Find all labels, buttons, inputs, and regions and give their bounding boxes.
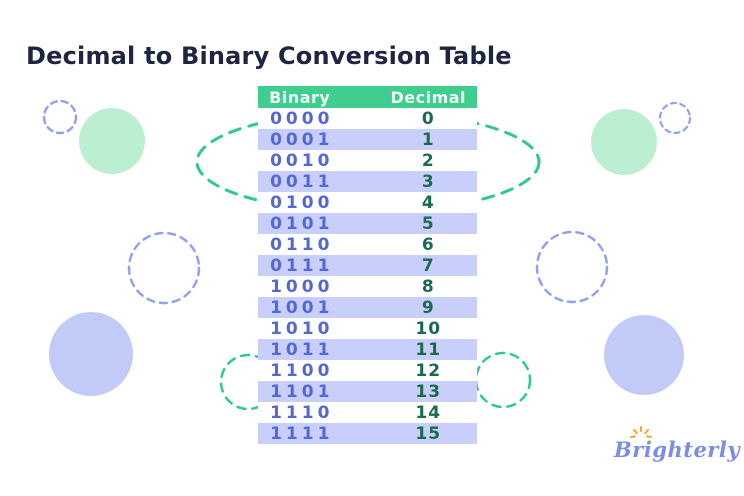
decimal-cell: 1 xyxy=(421,129,435,150)
table-row: 1101 13 xyxy=(258,381,477,402)
table-row: 1110 14 xyxy=(258,402,477,423)
header-decimal-column: Decimal xyxy=(390,87,467,107)
dashed-circle-mid-right xyxy=(535,230,609,304)
binary-cell: 0001 xyxy=(270,129,334,150)
binary-cell: 0111 xyxy=(270,255,334,276)
binary-cell: 0011 xyxy=(270,171,334,192)
dashed-circle-bottom-right-of-table xyxy=(474,351,532,409)
lavender-circle-bottom-left xyxy=(49,312,133,396)
binary-cell: 1110 xyxy=(270,402,334,423)
binary-cell: 0101 xyxy=(270,213,334,234)
decimal-cell: 14 xyxy=(415,402,442,423)
decimal-cell: 9 xyxy=(421,297,435,318)
binary-cell: 0100 xyxy=(270,192,334,213)
binary-cell: 1000 xyxy=(270,276,334,297)
decimal-cell: 8 xyxy=(421,276,435,297)
table-row: 1011 11 xyxy=(258,339,477,360)
decimal-cell: 2 xyxy=(421,150,435,171)
table-row: 1100 12 xyxy=(258,360,477,381)
dashed-circle-top-left xyxy=(42,99,78,135)
table-row: 0100 4 xyxy=(258,192,477,213)
binary-cell: 1010 xyxy=(270,318,334,339)
decimal-cell: 11 xyxy=(415,339,442,360)
binary-cell: 0110 xyxy=(270,234,334,255)
header-binary-column: Binary xyxy=(269,87,331,107)
table-row: 0010 2 xyxy=(258,150,477,171)
decimal-cell: 3 xyxy=(421,171,435,192)
binary-cell: 1011 xyxy=(270,339,334,360)
decimal-cell: 4 xyxy=(421,192,435,213)
binary-cell: 0010 xyxy=(270,150,334,171)
decimal-cell: 13 xyxy=(415,381,442,402)
table-header-row: Binary Decimal xyxy=(258,86,477,108)
decimal-cell: 7 xyxy=(421,255,435,276)
decimal-cell: 12 xyxy=(415,360,442,381)
decimal-cell: 10 xyxy=(415,318,442,339)
logo-text: Brighterly xyxy=(614,437,741,462)
binary-cell: 1001 xyxy=(270,297,334,318)
conversion-table: Binary Decimal 0000 0 0001 1 0010 2 0011 3 0100 4… xyxy=(258,86,477,444)
binary-cell: 1101 xyxy=(270,381,334,402)
table-row: 1000 8 xyxy=(258,276,477,297)
table-row: 1001 9 xyxy=(258,297,477,318)
dashed-circle-top-right xyxy=(658,101,692,135)
binary-cell: 1111 xyxy=(270,423,334,444)
table-row: 0001 1 xyxy=(258,129,477,150)
table-row: 0110 6 xyxy=(258,234,477,255)
table-row: 0000 0 xyxy=(258,108,477,129)
table-row: 1010 10 xyxy=(258,318,477,339)
table-row: 0111 7 xyxy=(258,255,477,276)
decimal-cell: 0 xyxy=(421,108,435,129)
brighterly-logo: Brighterly xyxy=(614,426,741,476)
table-row: 0101 5 xyxy=(258,213,477,234)
sun-icon xyxy=(630,426,652,438)
table-row: 1111 15 xyxy=(258,423,477,444)
decimal-cell: 5 xyxy=(421,213,435,234)
decimal-cell: 15 xyxy=(415,423,442,444)
dashed-circle-mid-left xyxy=(127,231,201,305)
decimal-cell: 6 xyxy=(421,234,435,255)
table-row: 0011 3 xyxy=(258,171,477,192)
mint-circle-left xyxy=(79,108,145,174)
lavender-circle-bottom-right xyxy=(604,315,684,395)
binary-cell: 1100 xyxy=(270,360,334,381)
table-body: 0000 0 0001 1 0010 2 0011 3 0100 4 0101 5 0110 6 0111 7… xyxy=(258,108,477,444)
page-title: Decimal to Binary Conversion Table xyxy=(26,42,512,70)
mint-circle-right xyxy=(591,109,657,175)
binary-cell: 0000 xyxy=(270,108,334,129)
